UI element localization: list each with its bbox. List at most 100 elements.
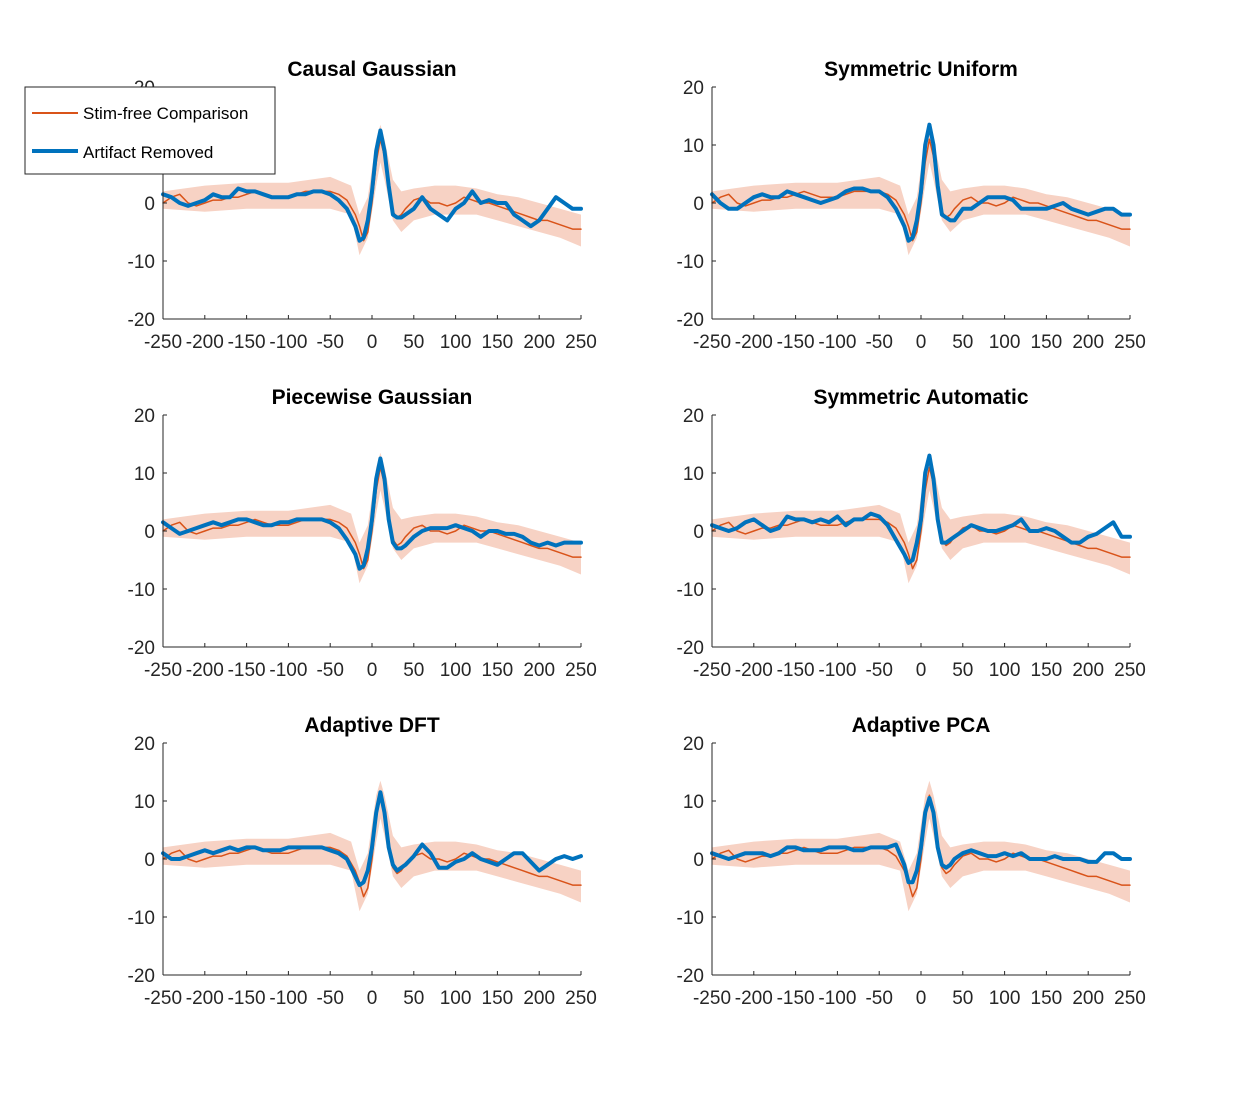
x-tick-label: -100 [818,332,856,353]
x-tick-label: 50 [403,660,424,681]
y-tick-label: 0 [144,522,155,543]
x-tick-label: 100 [989,988,1021,1009]
series-line-artifact-removed [710,796,1132,885]
x-tick-label: 250 [565,660,597,681]
x-tick-label: 0 [916,660,927,681]
x-tick-label: 200 [523,332,555,353]
x-tick-label: -150 [228,988,266,1009]
x-tick-label: 200 [1072,332,1104,353]
x-tick-label: 50 [403,332,424,353]
y-tick-label: 10 [683,136,704,157]
legend-label-comparison: Stim-free Comparison [83,104,248,123]
y-tick-label: -20 [128,638,155,659]
y-tick-label: -20 [677,310,704,331]
x-tick-label: -150 [777,332,815,353]
x-tick-label: 250 [565,332,597,353]
x-tick-label: -150 [228,660,266,681]
y-tick-label: 20 [683,406,704,427]
x-tick-label: 100 [989,332,1021,353]
x-tick-label: -200 [735,660,773,681]
x-tick-label: -200 [186,332,224,353]
panel-title: Piecewise Gaussian [272,386,473,409]
y-tick-label: 10 [683,792,704,813]
x-tick-label: -100 [818,660,856,681]
x-tick-label: -150 [777,660,815,681]
x-tick-label: 0 [367,660,378,681]
x-tick-label: 150 [1031,988,1063,1009]
y-tick-label: -20 [677,638,704,659]
x-tick-label: -250 [144,660,182,681]
x-tick-label: 0 [916,332,927,353]
x-tick-label: -250 [144,988,182,1009]
x-tick-label: -200 [735,332,773,353]
chart-panel-3: -250 -200 -150 -100 -50 0 50 100 150 200 250-20-10… [128,386,597,681]
y-tick-label: 20 [683,78,704,99]
x-tick-label: 200 [1072,988,1104,1009]
x-tick-label: -50 [316,332,343,353]
panel-title: Adaptive DFT [304,714,440,737]
x-tick-label: 0 [367,332,378,353]
x-tick-label: 200 [1072,660,1104,681]
y-tick-label: -10 [677,580,704,601]
x-tick-label: 50 [952,660,973,681]
panel-title: Adaptive PCA [852,714,991,737]
y-tick-label: 20 [683,734,704,755]
y-tick-label: -10 [677,908,704,929]
chart-panel-4: -250 -200 -150 -100 -50 0 50 100 150 200 250-20-10… [677,386,1146,681]
x-tick-label: 0 [916,988,927,1009]
x-tick-label: 150 [482,988,514,1009]
series-line-artifact-removed [161,790,583,888]
x-tick-label: -250 [693,332,731,353]
panel-title: Symmetric Automatic [813,386,1028,409]
chart-panel-2: -250 -200 -150 -100 -50 0 50 100 150 200 250-20-10… [677,58,1146,353]
y-tick-label: -10 [128,908,155,929]
x-tick-label: 200 [523,988,555,1009]
series-line-artifact-removed [161,456,583,571]
y-tick-label: 10 [683,464,704,485]
x-tick-label: -250 [693,988,731,1009]
series-line-artifact-removed [161,128,583,243]
y-tick-label: 0 [693,850,704,871]
series-line-artifact-removed [710,453,1132,565]
x-tick-label: -50 [865,660,892,681]
x-tick-label: 200 [523,660,555,681]
x-tick-label: 100 [989,660,1021,681]
y-tick-label: 0 [693,522,704,543]
panel-title: Causal Gaussian [287,58,456,81]
x-tick-label: -50 [316,988,343,1009]
chart-panel-5: -250 -200 -150 -100 -50 0 50 100 150 200 250 -20 -10… [128,714,597,1009]
legend: Stim-free Comparison Artifact Removed [24,86,276,175]
legend-label-removed: Artifact Removed [83,143,213,162]
x-tick-label: -50 [316,660,343,681]
x-tick-label: -100 [818,988,856,1009]
series-line-artifact-removed [710,122,1132,243]
x-tick-label: -150 [228,332,266,353]
x-tick-label: 250 [1114,988,1146,1009]
x-tick-label: 150 [482,660,514,681]
x-tick-label: 100 [440,988,472,1009]
x-tick-label: 50 [403,988,424,1009]
panel-title: Symmetric Uniform [824,58,1018,81]
x-tick-label: 100 [440,660,472,681]
x-tick-label: -100 [269,988,307,1009]
x-tick-label: -50 [865,988,892,1009]
panels: -250 -200 -150 -100 -50 0 50 100 150 200 250-20-10… [128,58,1146,1009]
x-tick-label: 150 [1031,332,1063,353]
x-tick-label: 150 [1031,660,1063,681]
y-tick-label: -20 [128,966,155,987]
x-tick-label: -100 [269,660,307,681]
x-tick-label: 250 [565,988,597,1009]
chart-panel-6: -250 -200 -150 -100 -50 0 50 100 150 200 250-20-10… [677,714,1146,1009]
x-tick-label: -250 [693,660,731,681]
y-tick-label: 10 [134,792,155,813]
y-tick-label: 0 [693,194,704,215]
x-tick-label: -200 [186,988,224,1009]
y-tick-label: 0 [144,850,155,871]
x-tick-label: -100 [269,332,307,353]
y-tick-label: -20 [128,310,155,331]
chart-panel-1: -250 -200 -150 -100 -50 0 50 100 150 200 250-20-10… [128,58,597,353]
y-tick-label: -20 [677,966,704,987]
x-tick-label: -50 [865,332,892,353]
y-tick-label: 20 [134,734,155,755]
